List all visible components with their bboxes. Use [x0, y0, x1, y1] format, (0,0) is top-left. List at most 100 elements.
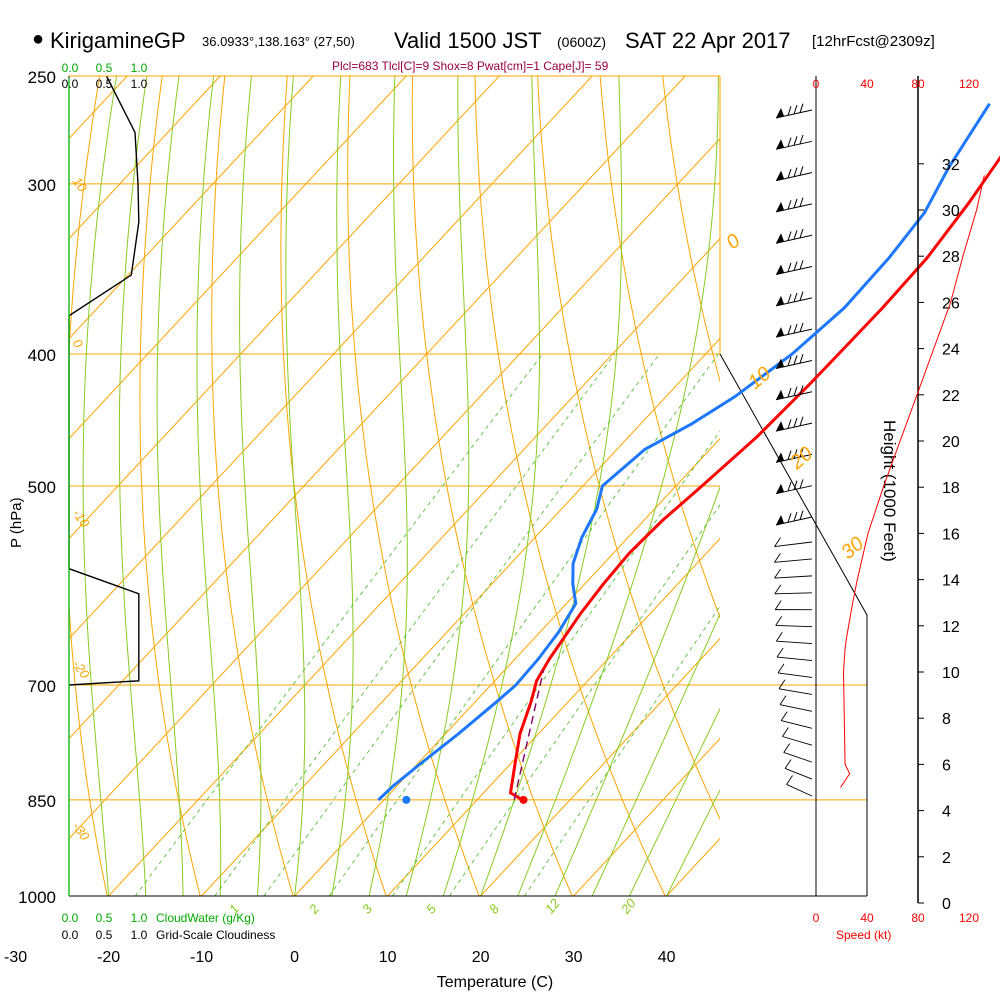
wind-barb-feather: [783, 743, 791, 753]
height-tick-label: 24: [942, 342, 960, 359]
wind-barb-feather: [774, 600, 782, 610]
wind-barb-feather: [793, 167, 798, 177]
isotherm-line: [108, 237, 720, 896]
surface-dewpoint-marker: [402, 795, 411, 804]
wind-barb-feather: [787, 419, 792, 429]
speed-tick-label-top: 40: [860, 77, 874, 91]
mixing-ratio-line: [134, 353, 543, 896]
wind-barb: [778, 688, 813, 695]
wind-barb-feather: [799, 510, 804, 520]
wind-barb-feather: [793, 386, 798, 396]
wind-barb-feather: [787, 106, 792, 116]
cloudiness-tick-label-top: 1.0: [131, 77, 148, 91]
wind-barb-flag: [776, 233, 784, 244]
mixing-ratio-label: 3: [359, 901, 376, 917]
dry-adiabat-line: [599, 76, 720, 619]
isotherm-line: [480, 637, 720, 896]
wind-barb-feather: [787, 325, 792, 335]
height-tick-label: 16: [942, 526, 960, 543]
dry-adiabat-line: [211, 76, 294, 896]
wind-barb: [786, 784, 813, 797]
wind-barb-feather: [799, 291, 804, 301]
moist-adiabat-line: [196, 76, 222, 896]
cloudwater-tick-label-bottom: 0.5: [96, 911, 113, 925]
wind-barb-flag: [776, 170, 784, 181]
temperature-tick-label: -10: [190, 949, 213, 966]
moist-adiabat-line: [118, 76, 148, 896]
wind-barb-feather: [787, 387, 792, 398]
moist-adiabat-line: [666, 788, 720, 896]
speed-tick-label-bottom: 40: [860, 911, 874, 925]
wind-barb: [774, 541, 813, 548]
cloudwater-tick-label-bottom: 1.0: [131, 911, 148, 925]
wind-barb-flag: [776, 389, 784, 400]
wind-barb: [784, 768, 813, 780]
wind-barb-feather: [793, 449, 798, 459]
wind-barb-feather: [778, 679, 786, 690]
wind-barb-feather: [779, 695, 787, 705]
cloudiness-tick-label-bottom: 0.0: [62, 928, 79, 942]
moist-adiabat-line: [517, 76, 719, 896]
pressure-tick-label: 300: [28, 176, 56, 195]
dry-adiabat-line: [347, 76, 480, 896]
wind-barb-feather: [799, 385, 804, 395]
moist-adiabat-line: [442, 76, 540, 896]
sounding-series: [377, 102, 1000, 804]
pressure-tick-label: 1000: [18, 888, 56, 907]
wind-barb-feather: [799, 103, 804, 113]
temperature-profile-line: [508, 155, 1000, 802]
wind-barb-feather: [780, 711, 788, 721]
dry-adiabat-lines: [69, 76, 720, 896]
cloudiness-profile: [68, 75, 140, 686]
mixing-ratio-line: [214, 353, 616, 896]
dry-adiabat-line: [662, 76, 720, 383]
wind-barb: [774, 592, 813, 595]
wind-barb: [776, 640, 813, 645]
dry-adiabat-label: -10: [70, 506, 94, 531]
height-tick-label: 28: [942, 249, 960, 266]
isotherm-line: [69, 137, 720, 840]
temperature-tick-label: 30: [565, 949, 583, 966]
wind-barb-flag: [776, 139, 784, 150]
wind-barb-flag: [776, 452, 784, 463]
moist-adiabat-line: [156, 76, 184, 896]
wind-barb-feather: [793, 230, 798, 240]
height-tick-label: 30: [942, 203, 960, 220]
dry-adiabat-label: 0: [70, 336, 87, 351]
height-tick-label: 14: [942, 573, 960, 590]
stability-indices: Plcl=683 Tlcl[C]=9 Shox=8 Pwat[cm]=1 Cap…: [332, 59, 609, 73]
mixing-ratio-line: [328, 353, 719, 896]
wind-barb-flag: [776, 295, 784, 306]
wind-barb-flag: [776, 421, 784, 432]
wind-barb-feather: [776, 647, 784, 658]
wind-barb-feather: [793, 104, 798, 115]
isotherm-line: [573, 737, 720, 896]
wind-barb-feather: [775, 616, 783, 626]
height-tick-label: 12: [942, 619, 960, 636]
wind-panel-border: [719, 353, 868, 896]
valid-time: Valid 1500 JST: [394, 28, 542, 53]
wind-barb-feather: [799, 447, 804, 458]
wind-barb: [774, 575, 813, 579]
moist-adiabat-line: [405, 76, 470, 896]
moist-adiabat-line: [628, 707, 720, 896]
isobar-lines: [69, 75, 867, 897]
wind-barb-feather: [799, 197, 804, 207]
pressure-tick-label: 500: [28, 478, 56, 497]
mixing-ratio-line: [263, 353, 660, 896]
wind-barb-feather: [799, 416, 804, 426]
header-bullet: ●: [32, 28, 45, 50]
wind-barb-feather: [777, 663, 785, 674]
dewpoint-profile-line: [377, 102, 991, 801]
axes: 100-10-20-300102030250300400500700850100…: [4, 61, 868, 991]
wind-barb-feather: [787, 137, 792, 147]
height-tick-label: 10: [942, 665, 960, 682]
isotherm-line: [69, 76, 686, 740]
pressure-tick-label: 250: [28, 68, 56, 87]
moist-adiabat-line: [239, 76, 262, 896]
wind-barb-flag: [776, 201, 784, 212]
height-tick-label: 22: [942, 388, 960, 405]
wind-barb-feather: [799, 134, 804, 145]
dry-adiabat-line: [537, 76, 720, 821]
